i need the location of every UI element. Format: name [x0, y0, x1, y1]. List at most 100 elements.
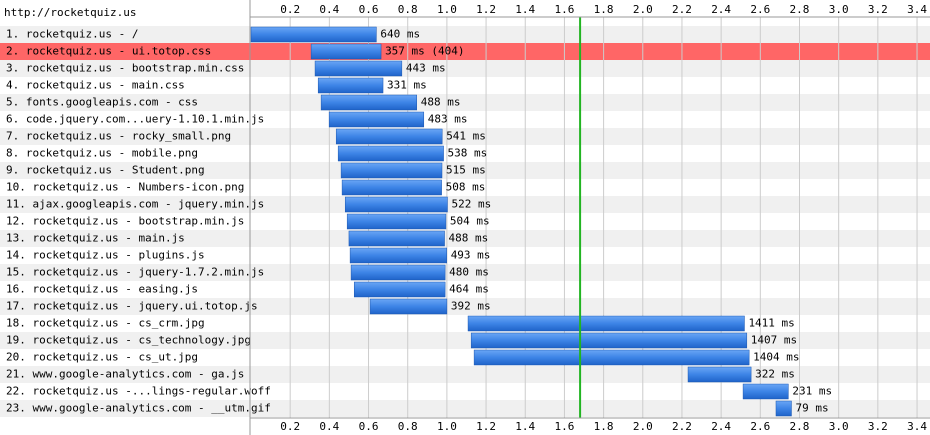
duration-label: 483 ms [428, 113, 468, 126]
duration-label: 538 ms [448, 147, 488, 160]
duration-label: 541 ms [446, 130, 486, 143]
x-tick-label: 1.8 [594, 420, 614, 433]
timing-bar [742, 383, 789, 400]
x-tick-label: 1.4 [515, 3, 535, 16]
x-tick-label: 0.2 [280, 3, 300, 16]
timing-bar [335, 128, 443, 145]
duration-label: 331 ms [387, 79, 427, 92]
x-tick-label: 2.4 [711, 420, 731, 433]
x-tick-label: 1.2 [476, 3, 496, 16]
row-background [0, 213, 930, 230]
row-background [0, 43, 930, 60]
duration-label: 522 ms [451, 198, 491, 211]
request-label: 22. rocketquiz.us -...lings-regular.woff [6, 385, 271, 398]
x-tick-label: 3.0 [829, 3, 849, 16]
timing-bar [341, 179, 442, 196]
x-tick-label: 1.0 [437, 3, 457, 16]
row-background [0, 179, 930, 196]
x-tick-label: 2.2 [672, 420, 692, 433]
request-label: 17. rocketquiz.us - jquery.ui.totop.js [6, 300, 258, 313]
request-label: 10. rocketquiz.us - Numbers-icon.png [6, 181, 244, 194]
timing-bar [473, 349, 750, 366]
duration-label: 504 ms [450, 215, 490, 228]
duration-label: 79 ms [795, 402, 828, 415]
request-label: 2. rocketquiz.us - ui.totop.css [6, 45, 211, 58]
timing-bar [320, 94, 417, 111]
x-tick-label: 0.6 [359, 420, 379, 433]
duration-label: 392 ms [451, 300, 491, 313]
x-tick-label: 1.6 [554, 420, 574, 433]
x-tick-label: 0.2 [280, 420, 300, 433]
duration-label: 640 ms [380, 28, 420, 41]
timing-bar [340, 162, 443, 179]
row-background [0, 196, 930, 213]
x-tick-label: 1.2 [476, 420, 496, 433]
timing-bar [369, 298, 448, 315]
x-tick-label: 1.6 [554, 3, 574, 16]
duration-label: 322 ms [755, 368, 795, 381]
x-tick-label: 3.2 [868, 420, 888, 433]
request-label: 16. rocketquiz.us - easing.js [6, 283, 198, 296]
request-label: 18. rocketquiz.us - cs_crm.jpg [6, 317, 205, 330]
x-tick-label: 0.4 [319, 420, 339, 433]
x-tick-label: 2.8 [790, 3, 810, 16]
x-tick-label: 1.4 [515, 420, 535, 433]
request-label: 9. rocketquiz.us - Student.png [6, 164, 205, 177]
x-tick-label: 3.4 [907, 420, 927, 433]
duration-label: 493 ms [451, 249, 491, 262]
x-tick-label: 2.2 [672, 3, 692, 16]
timing-bar [470, 332, 748, 349]
row-background [0, 145, 930, 162]
x-tick-label: 1.8 [594, 3, 614, 16]
timing-bar [467, 315, 745, 332]
row-background [0, 77, 930, 94]
timing-bar [687, 366, 752, 383]
request-label: 6. code.jquery.com...uery-1.10.1.min.js [6, 113, 264, 126]
timing-bar [346, 213, 447, 230]
timing-bar [348, 230, 445, 247]
x-tick-label: 2.4 [711, 3, 731, 16]
timing-bar [328, 111, 425, 128]
timing-bar [349, 247, 447, 264]
duration-label: 357 ms (404) [385, 45, 464, 58]
timing-bar [344, 196, 448, 213]
request-label: 7. rocketquiz.us - rocky_small.png [6, 130, 231, 143]
request-label: 19. rocketquiz.us - cs_technology.jpg [6, 334, 251, 347]
request-label: 4. rocketquiz.us - main.css [6, 79, 185, 92]
x-tick-label: 2.0 [633, 3, 653, 16]
row-background [0, 298, 930, 315]
timing-bar [250, 26, 377, 43]
timing-bar [337, 145, 444, 162]
duration-label: 515 ms [446, 164, 486, 177]
request-label: 8. rocketquiz.us - mobile.png [6, 147, 198, 160]
x-tick-label: 0.4 [319, 3, 339, 16]
row-background [0, 264, 930, 281]
row-background [0, 26, 930, 43]
duration-label: 1411 ms [748, 317, 794, 330]
request-label: 20. rocketquiz.us - cs_ut.jpg [6, 351, 198, 364]
request-label: 11. ajax.googleapis.com - jquery.min.js [6, 198, 264, 211]
row-background [0, 60, 930, 77]
x-tick-label: 2.6 [750, 3, 770, 16]
duration-label: 480 ms [449, 266, 489, 279]
row-background [0, 162, 930, 179]
request-label: 5. fonts.googleapis.com - css [6, 96, 198, 109]
x-tick-label: 1.0 [437, 420, 457, 433]
duration-label: 488 ms [449, 232, 489, 245]
timing-bar [314, 60, 403, 77]
x-tick-label: 2.0 [633, 420, 653, 433]
timing-bar [350, 264, 446, 281]
row-background [0, 281, 930, 298]
duration-label: 1407 ms [751, 334, 797, 347]
x-tick-label: 3.2 [868, 3, 888, 16]
request-label: 14. rocketquiz.us - plugins.js [6, 249, 205, 262]
request-label: 3. rocketquiz.us - bootstrap.min.css [6, 62, 244, 75]
row-background [0, 94, 930, 111]
timing-bar [317, 77, 384, 94]
x-tick-label: 2.8 [790, 420, 810, 433]
duration-label: 443 ms [406, 62, 446, 75]
request-label: 1. rocketquiz.us - / [6, 28, 138, 41]
row-background [0, 128, 930, 145]
x-tick-label: 2.6 [750, 420, 770, 433]
